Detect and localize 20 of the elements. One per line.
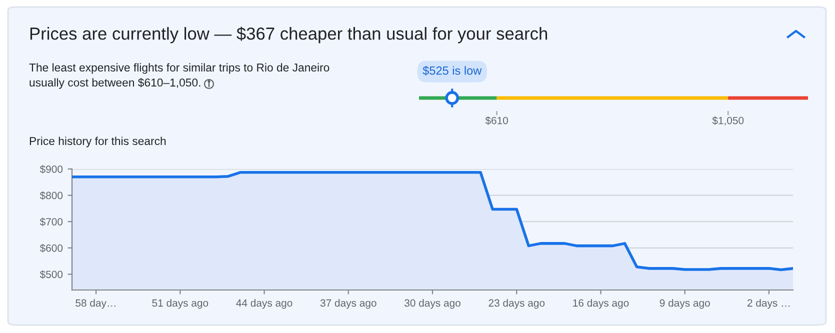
chart-title: Price history for this search	[30, 136, 166, 148]
y-tick-label: $600	[40, 244, 63, 252]
text: The least expensive flights for similar trips to Rio de Janeiro usually cost between $610–1,050.	[29, 63, 330, 89]
y-tick-label: $800	[40, 191, 63, 200]
x-tick-label: 51 days ago	[152, 299, 208, 309]
y-tick-label: $700	[40, 218, 63, 226]
x-tick-label: $610	[485, 116, 508, 125]
x-tick-label: 37 days ago	[320, 299, 376, 309]
ref-line-label: $525 is low	[422, 66, 482, 76]
text: Prices are currently low — $367 cheaper than usual for your search	[30, 26, 548, 44]
x-tick-label: 9 days ago	[660, 299, 710, 309]
x-tick-label: 58 day…	[76, 299, 116, 309]
y-tick-label: $900	[40, 165, 63, 174]
y-tick-label: $500	[40, 270, 63, 279]
x-tick-label: 16 days ago	[573, 299, 629, 309]
x-tick-label: 44 days ago	[236, 299, 292, 309]
x-tick-label: 23 days ago	[488, 299, 545, 309]
x-tick-label: 2 days …	[747, 299, 790, 309]
x-tick-label: $1,050	[712, 116, 744, 126]
x-tick-label: 30 days ago	[404, 299, 460, 309]
